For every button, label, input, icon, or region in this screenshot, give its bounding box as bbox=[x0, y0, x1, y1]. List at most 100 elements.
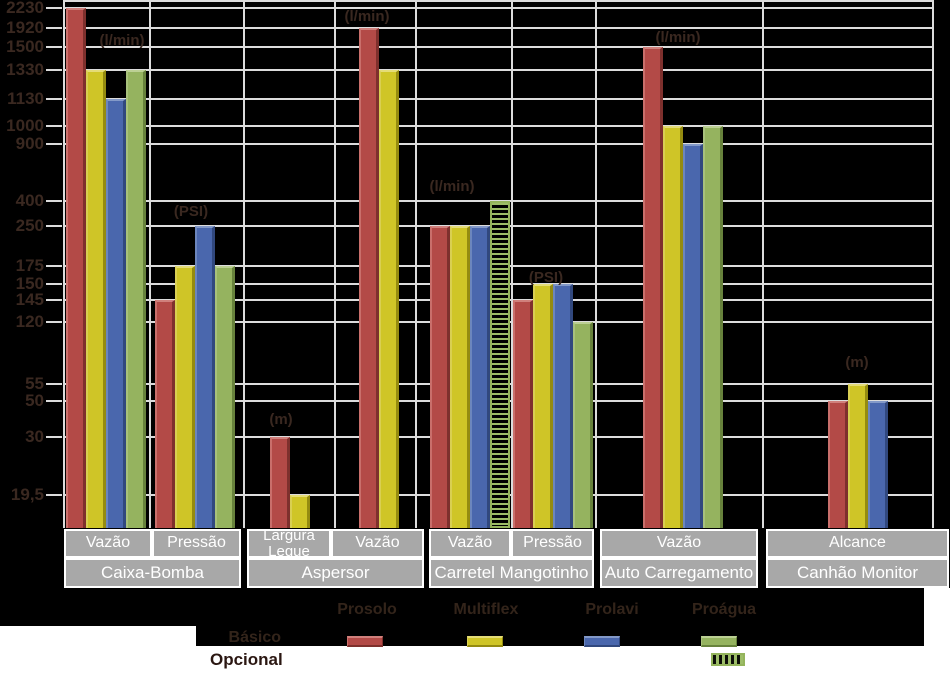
unit-label: (m) bbox=[269, 411, 293, 428]
y-gridline bbox=[63, 69, 934, 71]
bar-prosolo bbox=[359, 28, 379, 528]
y-gridline bbox=[63, 7, 934, 9]
bar-proagua bbox=[703, 126, 723, 528]
background-white-area bbox=[924, 588, 950, 674]
y-tick-label: 1130 bbox=[7, 89, 44, 108]
plot-vline bbox=[595, 0, 597, 528]
y-tick-mark bbox=[46, 436, 62, 438]
axis-group-box: Carretel Mangotinho bbox=[429, 558, 594, 588]
plot-vline bbox=[511, 0, 513, 528]
bar-proagua bbox=[126, 70, 146, 528]
y-tick-mark bbox=[46, 46, 62, 48]
legend-swatch-prolavi bbox=[584, 636, 620, 647]
y-tick-mark bbox=[46, 283, 62, 285]
unit-label: (m) bbox=[845, 354, 869, 371]
bar-prosolo bbox=[513, 300, 533, 528]
y-tick-mark bbox=[46, 69, 62, 71]
axis-sub-category-box: Pressão bbox=[152, 529, 241, 558]
bar-proagua-optional bbox=[490, 201, 510, 528]
axis-sub-category-box: Vazão bbox=[600, 529, 758, 558]
y-tick-label: 900 bbox=[15, 134, 44, 153]
legend-swatch-multiflex bbox=[467, 636, 503, 647]
axis-group-box: Canhão Monitor bbox=[766, 558, 949, 588]
y-tick-mark bbox=[46, 27, 62, 29]
axis-group-box: Auto Carregamento bbox=[600, 558, 758, 588]
y-tick-mark bbox=[46, 494, 62, 496]
plot-vline bbox=[334, 0, 336, 528]
bar-proagua bbox=[215, 266, 235, 528]
y-tick-mark bbox=[46, 98, 62, 100]
bar-prosolo bbox=[155, 300, 175, 528]
y-gridline bbox=[63, 98, 934, 100]
bar-multiflex bbox=[848, 384, 868, 528]
bar-prosolo bbox=[430, 226, 450, 528]
y-tick-mark bbox=[46, 225, 62, 227]
bar-multiflex bbox=[86, 70, 106, 528]
axis-sub-category-box: Alcance bbox=[766, 529, 949, 558]
y-tick-label: 30 bbox=[25, 427, 44, 446]
bar-multiflex bbox=[379, 70, 399, 528]
background-white-area bbox=[196, 646, 950, 674]
legend-row-label-basico: Básico bbox=[228, 629, 281, 646]
background-white-area bbox=[0, 626, 196, 674]
axis-sub-category-box: Vazão bbox=[331, 529, 424, 558]
bar-prolavi bbox=[470, 226, 490, 528]
y-tick-mark bbox=[46, 200, 62, 202]
plot-top-border bbox=[63, 0, 934, 2]
legend-series-name: Proágua bbox=[691, 601, 757, 618]
legend-series-name: Prolavi bbox=[585, 601, 639, 618]
bar-prosolo bbox=[828, 401, 848, 528]
y-tick-label: 1500 bbox=[6, 37, 44, 56]
y-tick-label: 1920 bbox=[6, 18, 44, 37]
y-tick-mark bbox=[46, 7, 62, 9]
y-tick-mark bbox=[46, 125, 62, 127]
legend-row-label-opcional: Opcional bbox=[210, 650, 283, 669]
plot-vline bbox=[243, 0, 245, 528]
bar-multiflex bbox=[290, 495, 310, 528]
plot-vline bbox=[149, 0, 151, 528]
axis-sub-category-box: Vazão bbox=[429, 529, 511, 558]
y-gridline bbox=[63, 27, 934, 29]
bar-prosolo bbox=[643, 47, 663, 528]
plot-vline bbox=[63, 0, 65, 528]
axis-sub-category-box: Largura Leque bbox=[247, 528, 331, 559]
y-tick-label: 2230 bbox=[6, 0, 44, 17]
axis-group-box: Caixa-Bomba bbox=[64, 558, 241, 588]
y-tick-label: 55 bbox=[25, 374, 44, 393]
legend-series-name: Multiflex bbox=[453, 601, 519, 618]
legend-band bbox=[196, 588, 924, 646]
y-tick-label: 145 bbox=[15, 290, 44, 309]
y-tick-label: 1000 bbox=[6, 116, 44, 135]
axis-group-box: Aspersor bbox=[247, 558, 424, 588]
y-tick-label: 150 bbox=[15, 274, 44, 293]
y-tick-label: 120 bbox=[15, 312, 44, 331]
axis-sub-category-box: Pressão bbox=[511, 529, 594, 558]
unit-label: (l/min) bbox=[344, 8, 390, 25]
y-tick-label: 19,5 bbox=[10, 485, 44, 504]
bar-multiflex bbox=[175, 266, 195, 528]
unit-label: (l/min) bbox=[655, 29, 701, 46]
y-tick-mark bbox=[46, 265, 62, 267]
bar-proagua bbox=[573, 322, 593, 528]
y-tick-label: 1330 bbox=[6, 60, 44, 79]
y-tick-label: 175 bbox=[15, 256, 44, 275]
axis-sub-category-box: Vazão bbox=[64, 529, 152, 558]
bar-multiflex bbox=[533, 284, 553, 528]
y-tick-mark bbox=[46, 321, 62, 323]
y-gridline bbox=[63, 46, 934, 48]
legend-swatch-prosolo bbox=[347, 636, 383, 647]
bar-prosolo bbox=[270, 437, 290, 528]
y-tick-mark bbox=[46, 400, 62, 402]
bar-multiflex bbox=[450, 226, 470, 528]
bar-prolavi bbox=[106, 99, 126, 528]
bar-multiflex bbox=[663, 126, 683, 528]
y-tick-mark bbox=[46, 383, 62, 385]
y-tick-label: 250 bbox=[15, 216, 44, 235]
y-tick-mark bbox=[46, 143, 62, 145]
legend-series-name: Prosolo bbox=[337, 601, 397, 618]
y-tick-label: 400 bbox=[15, 191, 44, 210]
bar-prolavi bbox=[195, 226, 215, 528]
bar-prolavi bbox=[868, 401, 888, 528]
y-gridline bbox=[63, 125, 934, 127]
